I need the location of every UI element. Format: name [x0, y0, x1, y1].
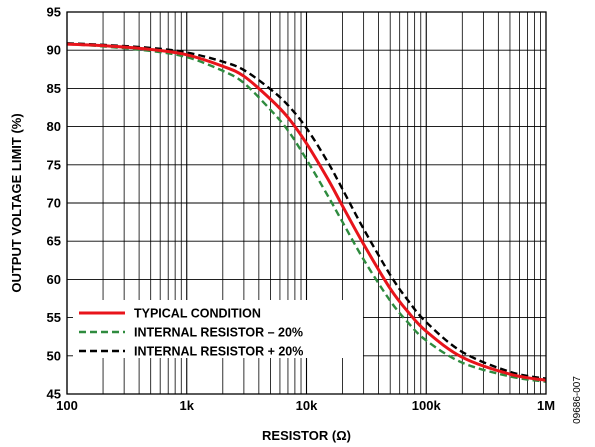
series-lines	[66, 42, 547, 383]
y-tick-label: 50	[47, 348, 61, 363]
y-tick-label: 45	[47, 387, 61, 402]
figure-code: 09686-007	[572, 376, 583, 424]
x-tick-label: 1k	[180, 398, 195, 413]
legend-box	[73, 300, 363, 358]
y-tick-label: 55	[47, 310, 61, 325]
legend-label: INTERNAL RESISTOR – 20%	[134, 326, 303, 340]
y-tick-label: 60	[47, 272, 61, 287]
x-tick-label: 1M	[537, 398, 555, 413]
y-tick-label: 95	[47, 5, 61, 20]
x-tick-label: 10k	[296, 398, 318, 413]
y-tick-label: 75	[47, 157, 61, 172]
legend: TYPICAL CONDITION INTERNAL RESISTOR – 20%…	[73, 300, 363, 359]
legend-label: TYPICAL CONDITION	[134, 307, 261, 321]
x-tick-label: 100	[56, 398, 78, 413]
legend-label: INTERNAL RESISTOR + 20%	[134, 345, 303, 359]
x-tick-labels: 100 1k 10k 100k 1M	[56, 398, 555, 413]
y-axis-title: OUTPUT VOLTAGE LIMIT (%)	[9, 113, 24, 292]
x-tick-label: 100k	[412, 398, 442, 413]
y-tick-label: 90	[47, 43, 61, 58]
y-tick-labels: 45 50 55 60 65 70 75 80 85 90 95	[47, 5, 61, 402]
y-tick-label: 80	[47, 119, 61, 134]
x-axis-title: RESISTOR (Ω)	[262, 428, 351, 443]
series-line-2	[66, 42, 547, 380]
series-line-0	[66, 42, 547, 382]
plot-frame	[66, 11, 547, 395]
series-line-1	[66, 42, 547, 383]
y-tick-label: 85	[47, 81, 61, 96]
y-tick-label: 65	[47, 234, 61, 249]
y-tick-label: 70	[47, 196, 61, 211]
